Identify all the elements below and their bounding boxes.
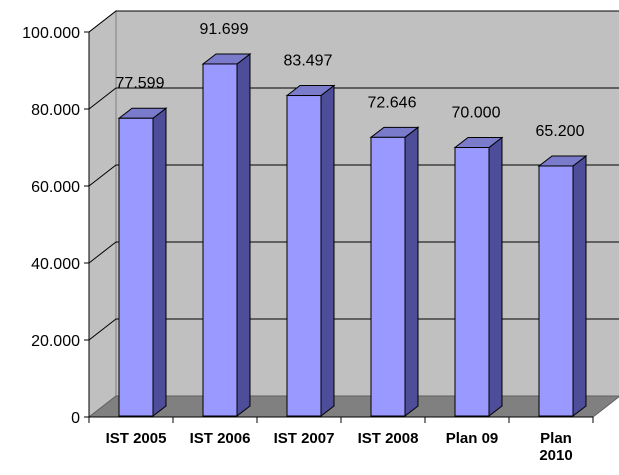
x-tick-label: IST 2006	[190, 430, 251, 447]
y-tick-label: 20.000	[31, 333, 80, 350]
data-label: 72.646	[368, 94, 417, 111]
x-tick-label: IST 2005	[106, 430, 167, 447]
x-tick-label-line: Plan	[540, 430, 572, 447]
data-label: 83.497	[284, 53, 333, 70]
data-label: 77.599	[116, 75, 165, 92]
bar-side	[321, 86, 334, 416]
x-tick-label-line: IST 2006	[190, 430, 251, 447]
x-tick-label-line: Plan 09	[446, 430, 499, 447]
bar	[287, 96, 321, 416]
bar-side	[573, 156, 586, 416]
bar-side	[405, 127, 418, 416]
bar-side	[489, 138, 502, 417]
plot-side-wall	[89, 11, 116, 417]
y-tick-label: 0	[71, 410, 80, 427]
y-tick-label: 100.000	[22, 25, 80, 42]
bar	[203, 64, 237, 416]
x-tick-label-line: 2010	[539, 447, 572, 464]
y-tick-label: 80.000	[31, 102, 80, 119]
bar	[455, 148, 489, 417]
x-tick-label-line: IST 2005	[106, 430, 167, 447]
bar	[371, 137, 405, 416]
x-tick-label: IST 2008	[358, 430, 419, 447]
data-label: 91.699	[200, 21, 249, 38]
bar-side	[153, 108, 166, 416]
x-tick-label-line: IST 2008	[358, 430, 419, 447]
x-tick-label: Plan 09	[446, 430, 499, 447]
bar	[539, 166, 573, 416]
x-tick-label: IST 2007	[274, 430, 335, 447]
y-tick-label: 60.000	[31, 179, 80, 196]
data-label: 65.200	[536, 123, 585, 140]
data-label: 70.000	[452, 105, 501, 122]
bar	[119, 118, 153, 416]
bar-side	[237, 54, 250, 416]
y-tick-label: 40.000	[31, 256, 80, 273]
x-tick-label: Plan 2010	[539, 430, 572, 464]
x-tick-label-line: IST 2007	[274, 430, 335, 447]
